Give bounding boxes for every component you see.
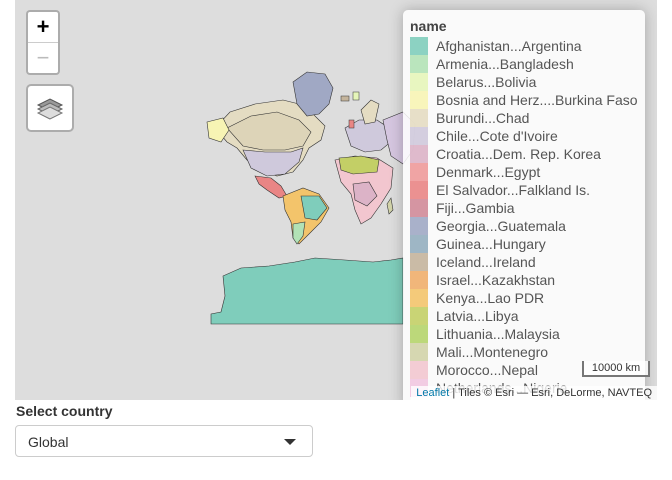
legend-label: Lithuania...Malaysia	[436, 326, 560, 342]
legend-item: Kenya...Lao PDR	[410, 289, 638, 307]
legend-swatch	[410, 91, 428, 109]
legend-label: Afghanistan...Argentina	[436, 38, 582, 54]
legend-label: Fiji...Gambia	[436, 200, 515, 216]
legend-label: Iceland...Ireland	[436, 254, 536, 270]
legend-label: Croatia...Dem. Rep. Korea	[436, 146, 601, 162]
legend-label: Israel...Kazakhstan	[436, 272, 556, 288]
legend-item: Iceland...Ireland	[410, 253, 638, 271]
usa-region[interactable]	[242, 147, 304, 177]
country-select[interactable]: Global	[15, 425, 313, 457]
zoom-in-button[interactable]: +	[28, 12, 58, 43]
legend-list: Afghanistan...Argentina Armenia...Banglad…	[410, 37, 638, 397]
north-africa-region[interactable]	[338, 155, 380, 175]
layers-button[interactable]	[26, 84, 74, 132]
legend-item: Afghanistan...Argentina	[410, 37, 638, 55]
legend-label: Latvia...Libya	[436, 308, 519, 324]
legend-item: Burundi...Chad	[410, 109, 638, 127]
legend-swatch	[410, 37, 428, 55]
legend-swatch	[410, 109, 428, 127]
legend-item: El Salvador...Falkland Is.	[410, 181, 638, 199]
legend-label: Kenya...Lao PDR	[436, 290, 545, 306]
chevron-down-icon	[284, 439, 296, 445]
argentina-region[interactable]	[292, 221, 306, 245]
legend-label: Belarus...Bolivia	[436, 74, 537, 90]
legend-item: Bosnia and Herz....Burkina Faso	[410, 91, 638, 109]
legend-item: Denmark...Egypt	[410, 163, 638, 181]
legend-swatch	[410, 235, 428, 253]
scale-bar: 10000 km	[582, 361, 650, 377]
legend-item: Latvia...Libya	[410, 307, 638, 325]
legend-label: Guinea...Hungary	[436, 236, 546, 252]
legend-item: Belarus...Bolivia	[410, 73, 638, 91]
legend-swatch	[410, 307, 428, 325]
legend-swatch	[410, 271, 428, 289]
uk-region[interactable]	[348, 119, 355, 129]
legend-label: Chile...Cote d'Ivoire	[436, 128, 558, 144]
legend-label: Mali...Montenegro	[436, 344, 549, 360]
country-select-value: Global	[28, 434, 69, 450]
legend-label: Denmark...Egypt	[436, 164, 541, 180]
madagascar-region[interactable]	[386, 197, 394, 215]
central-africa-region[interactable]	[352, 181, 378, 207]
legend-swatch	[410, 289, 428, 307]
map-legend: name Afghanistan...Argentina Armenia...Ba…	[403, 10, 645, 400]
legend-swatch	[410, 217, 428, 235]
legend-swatch	[410, 253, 428, 271]
attribution-text: | Tiles © Esri — Esri, DeLorme, NAVTEQ	[449, 387, 652, 399]
legend-item: Morocco...Nepal	[410, 361, 638, 379]
legend-swatch	[410, 55, 428, 73]
greenland-region[interactable]	[292, 71, 334, 117]
legend-item: Fiji...Gambia	[410, 199, 638, 217]
legend-item: Croatia...Dem. Rep. Korea	[410, 145, 638, 163]
legend-label: El Salvador...Falkland Is.	[436, 182, 591, 198]
legend-swatch	[410, 127, 428, 145]
leaflet-link[interactable]: Leaflet	[416, 387, 450, 399]
select-country-label: Select country	[16, 403, 113, 419]
legend-label: Bosnia and Herz....Burkina Faso	[436, 92, 638, 108]
map-container[interactable]: + − name Afghanistan...Argentina Armenia.…	[15, 0, 657, 400]
legend-title: name	[410, 18, 447, 34]
scandinavia-region[interactable]	[360, 99, 380, 125]
legend-swatch	[410, 145, 428, 163]
central-america-region[interactable]	[254, 175, 288, 199]
legend-swatch	[410, 199, 428, 217]
map-attribution: Leaflet | Tiles © Esri — Esri, DeLorme, …	[411, 386, 657, 400]
legend-item: Armenia...Bangladesh	[410, 55, 638, 73]
zoom-control: + −	[26, 10, 60, 75]
legend-item: Guinea...Hungary	[410, 235, 638, 253]
legend-label: Burundi...Chad	[436, 110, 530, 126]
legend-swatch	[410, 325, 428, 343]
legend-label: Morocco...Nepal	[436, 362, 538, 378]
legend-item: Lithuania...Malaysia	[410, 325, 638, 343]
zoom-out-button[interactable]: −	[36, 45, 50, 70]
legend-label: Georgia...Guatemala	[436, 218, 566, 234]
legend-swatch	[410, 163, 428, 181]
legend-item: Israel...Kazakhstan	[410, 271, 638, 289]
svalbard-region[interactable]	[352, 91, 360, 101]
alaska-region[interactable]	[206, 117, 230, 143]
legend-item: Georgia...Guatemala	[410, 217, 638, 235]
iceland-region[interactable]	[340, 95, 350, 102]
legend-swatch	[410, 343, 428, 361]
antarctica-region[interactable]	[210, 257, 404, 325]
brazil-region[interactable]	[300, 195, 328, 221]
layers-icon	[36, 98, 64, 120]
legend-swatch	[410, 73, 428, 91]
legend-item: Chile...Cote d'Ivoire	[410, 127, 638, 145]
canada-region[interactable]	[226, 111, 312, 151]
legend-swatch	[410, 181, 428, 199]
legend-swatch	[410, 361, 428, 379]
legend-label: Armenia...Bangladesh	[436, 56, 574, 72]
legend-item: Mali...Montenegro	[410, 343, 638, 361]
